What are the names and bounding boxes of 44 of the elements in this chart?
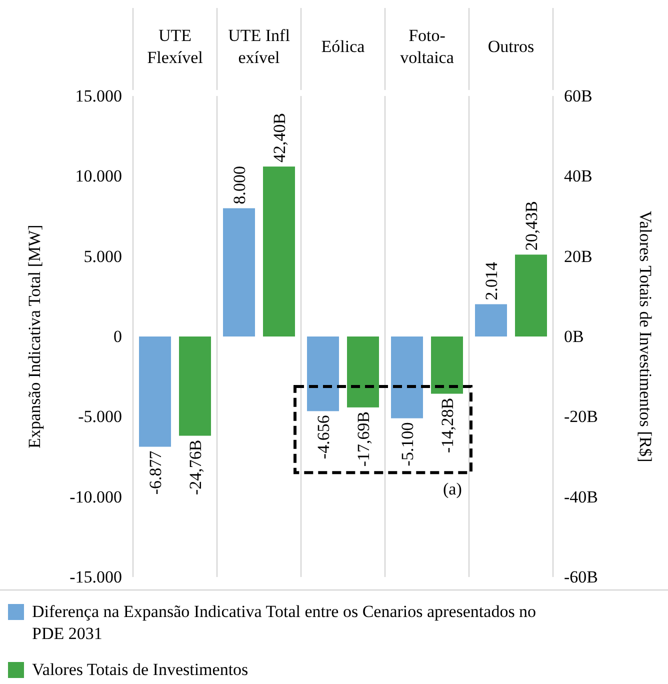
data-label: 20,43B [522, 201, 541, 251]
x-tick-label: Eólica [321, 37, 366, 56]
y2-tick-label: -20B [564, 407, 598, 426]
y-tick-label: 0 [114, 326, 122, 346]
data-label: 8.000 [230, 166, 249, 204]
y2-axis-title: Valores Totais de Investimentos [R$] [636, 210, 655, 462]
bar [179, 336, 211, 436]
y-tick-label: -10.000 [70, 487, 122, 506]
data-label: -5.100 [398, 422, 417, 466]
bar [391, 336, 423, 418]
y2-tick-label: 0B [564, 326, 584, 346]
bar [431, 336, 463, 394]
y-tick-label: -5.000 [78, 407, 122, 426]
y2-tick-label: -60B [564, 567, 598, 586]
data-label: -4.656 [314, 415, 333, 460]
bar [347, 336, 379, 408]
data-label: -6.877 [146, 450, 165, 495]
data-label: 2.014 [482, 261, 501, 300]
y-tick-label: 15.000 [75, 86, 122, 106]
x-tick-label: UTE Flexível [147, 26, 204, 67]
y2-tick-label: -40B [564, 487, 598, 506]
y-tick-label: 5.000 [84, 246, 122, 266]
bar [307, 336, 339, 412]
bar [475, 304, 507, 336]
bar [263, 166, 295, 336]
bar [223, 208, 255, 336]
data-label: 42,40B [270, 112, 289, 163]
y-tick-label: -15.000 [70, 567, 122, 586]
y-tick-label: 10.000 [75, 166, 122, 186]
annotation: (a) [443, 480, 462, 499]
data-label: -24,76B [186, 440, 205, 495]
data-label: -14,28B [438, 398, 457, 453]
data-label: -17,69B [354, 411, 373, 467]
legend-label: Valores Totais de Investimentos [32, 660, 248, 679]
bar [139, 336, 171, 447]
y2-tick-label: 40B [564, 166, 592, 186]
y2-tick-label: 20B [564, 246, 592, 266]
x-tick-label: Foto- voltaica [400, 26, 454, 67]
y-axis-title: Expansão Indicativa Total [MW] [25, 224, 44, 448]
bar [515, 254, 547, 336]
x-tick-label: UTE Infl exível [228, 26, 290, 67]
legend-label: Diferença na Expansão Indicativa Total entre os Cenarios apresentados no PDE 2031 [32, 602, 536, 643]
y2-tick-label: 60B [564, 86, 592, 106]
x-tick-label: Outros [488, 37, 534, 56]
